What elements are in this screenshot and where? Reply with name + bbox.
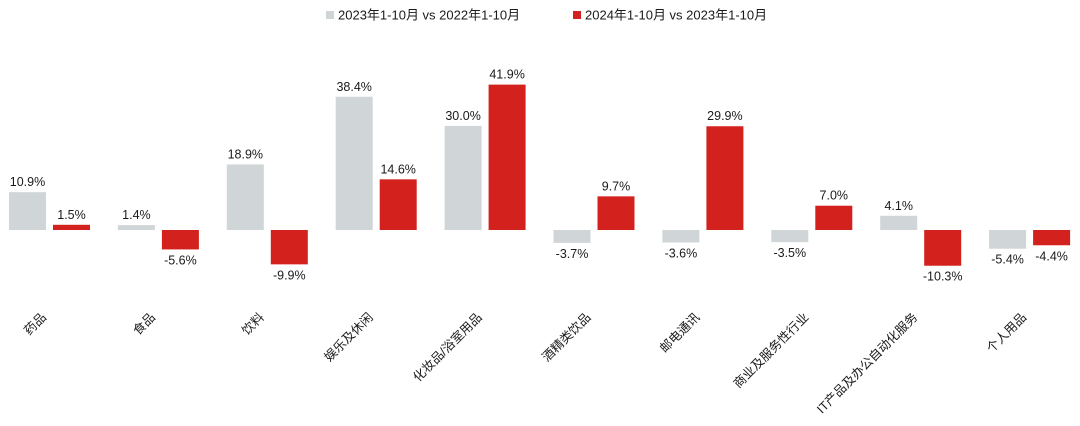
bar-series-1-cat-6 <box>553 230 591 243</box>
bar-series-2-cat-1 <box>53 224 90 230</box>
bar-series-1-cat-3 <box>226 164 264 230</box>
value-label-series-2-cat-6: 9.7% <box>602 179 631 193</box>
bar-series-1-cat-7 <box>662 230 700 243</box>
bar-series-2-cat-8 <box>815 205 853 230</box>
value-label-series-1-cat-2: 1.4% <box>122 208 151 222</box>
value-label-series-2-cat-2: -5.6% <box>164 253 197 267</box>
bar-series-2-cat-9 <box>924 230 962 266</box>
value-label-series-1-cat-1: 10.9% <box>10 175 45 189</box>
category-label-6: 酒精类饮品 <box>540 310 594 364</box>
category-label-5: 化妆品/浴室用品 <box>410 310 485 385</box>
value-label-series-1-cat-7: -3.6% <box>665 246 698 260</box>
category-label-8: 商业及服务性行业 <box>730 310 811 391</box>
bar-series-1-cat-2 <box>117 225 155 230</box>
value-label-series-2-cat-1: 1.5% <box>57 208 86 222</box>
value-label-series-1-cat-9: 4.1% <box>884 199 913 213</box>
legend-label-series-2: 2024年1-10月 vs 2023年1-10月 <box>585 8 767 23</box>
value-label-series-2-cat-7: 29.9% <box>707 109 742 123</box>
bar-series-2-cat-6 <box>597 196 635 230</box>
category-label-9: IT产品及办公自动化服务 <box>813 310 920 417</box>
value-labels-group: 10.9% 1.5% 1.4% -5.6% 18.9% -9.9% 38.4% 14.6% 30… <box>10 68 1068 284</box>
bar-series-2-cat-10 <box>1033 230 1071 246</box>
category-label-1: 药品 <box>22 310 50 338</box>
category-label-3: 饮料 <box>239 310 267 338</box>
bar-series-1-cat-9 <box>880 215 918 230</box>
value-label-series-1-cat-6: -3.7% <box>556 247 589 261</box>
value-label-series-2-cat-4: 14.6% <box>380 162 415 176</box>
value-label-series-1-cat-5: 30.0% <box>445 109 480 123</box>
value-label-series-1-cat-10: -5.4% <box>991 253 1024 267</box>
legend-swatch-series-2 <box>573 11 581 19</box>
bar-series-1-cat-10 <box>989 230 1027 249</box>
bar-series-2-cat-3 <box>270 230 308 265</box>
value-label-series-1-cat-4: 38.4% <box>336 80 371 94</box>
bar-series-1-cat-8 <box>771 230 809 243</box>
category-label-10: 个人用品 <box>984 310 1029 355</box>
value-label-series-2-cat-5: 41.9% <box>489 68 524 82</box>
value-label-series-1-cat-3: 18.9% <box>228 147 263 161</box>
bar-series-2-cat-5 <box>488 84 526 231</box>
bar-series-1-cat-4 <box>335 96 373 230</box>
chart-legend: 2023年1-10月 vs 2022年1-10月 2024年1-10月 vs 20… <box>326 8 767 23</box>
value-label-series-2-cat-8: 7.0% <box>820 189 849 203</box>
category-labels-group: 药品 食品 饮料 娱乐及休闲 化妆品/浴室用品 酒精类饮品 邮电通讯 商业及服务性行业 IT产品… <box>22 310 1030 417</box>
bar-series-1-cat-5 <box>444 125 482 230</box>
bars-group <box>9 84 1071 266</box>
bar-series-1-cat-1 <box>9 192 46 230</box>
value-label-series-1-cat-8: -3.5% <box>773 246 806 260</box>
bar-series-2-cat-2 <box>161 230 199 250</box>
value-label-series-2-cat-10: -4.4% <box>1035 249 1068 263</box>
bar-series-2-cat-4 <box>379 179 417 230</box>
category-label-2: 食品 <box>130 310 158 338</box>
category-label-4: 娱乐及休闲 <box>322 310 376 364</box>
value-label-series-2-cat-3: -9.9% <box>273 268 306 282</box>
bar-series-2-cat-7 <box>706 126 744 230</box>
value-label-series-2-cat-9: -10.3% <box>923 270 963 284</box>
category-label-7: 邮电通讯 <box>657 310 703 356</box>
legend-label-series-1: 2023年1-10月 vs 2022年1-10月 <box>338 8 520 23</box>
legend-swatch-series-1 <box>326 11 334 19</box>
